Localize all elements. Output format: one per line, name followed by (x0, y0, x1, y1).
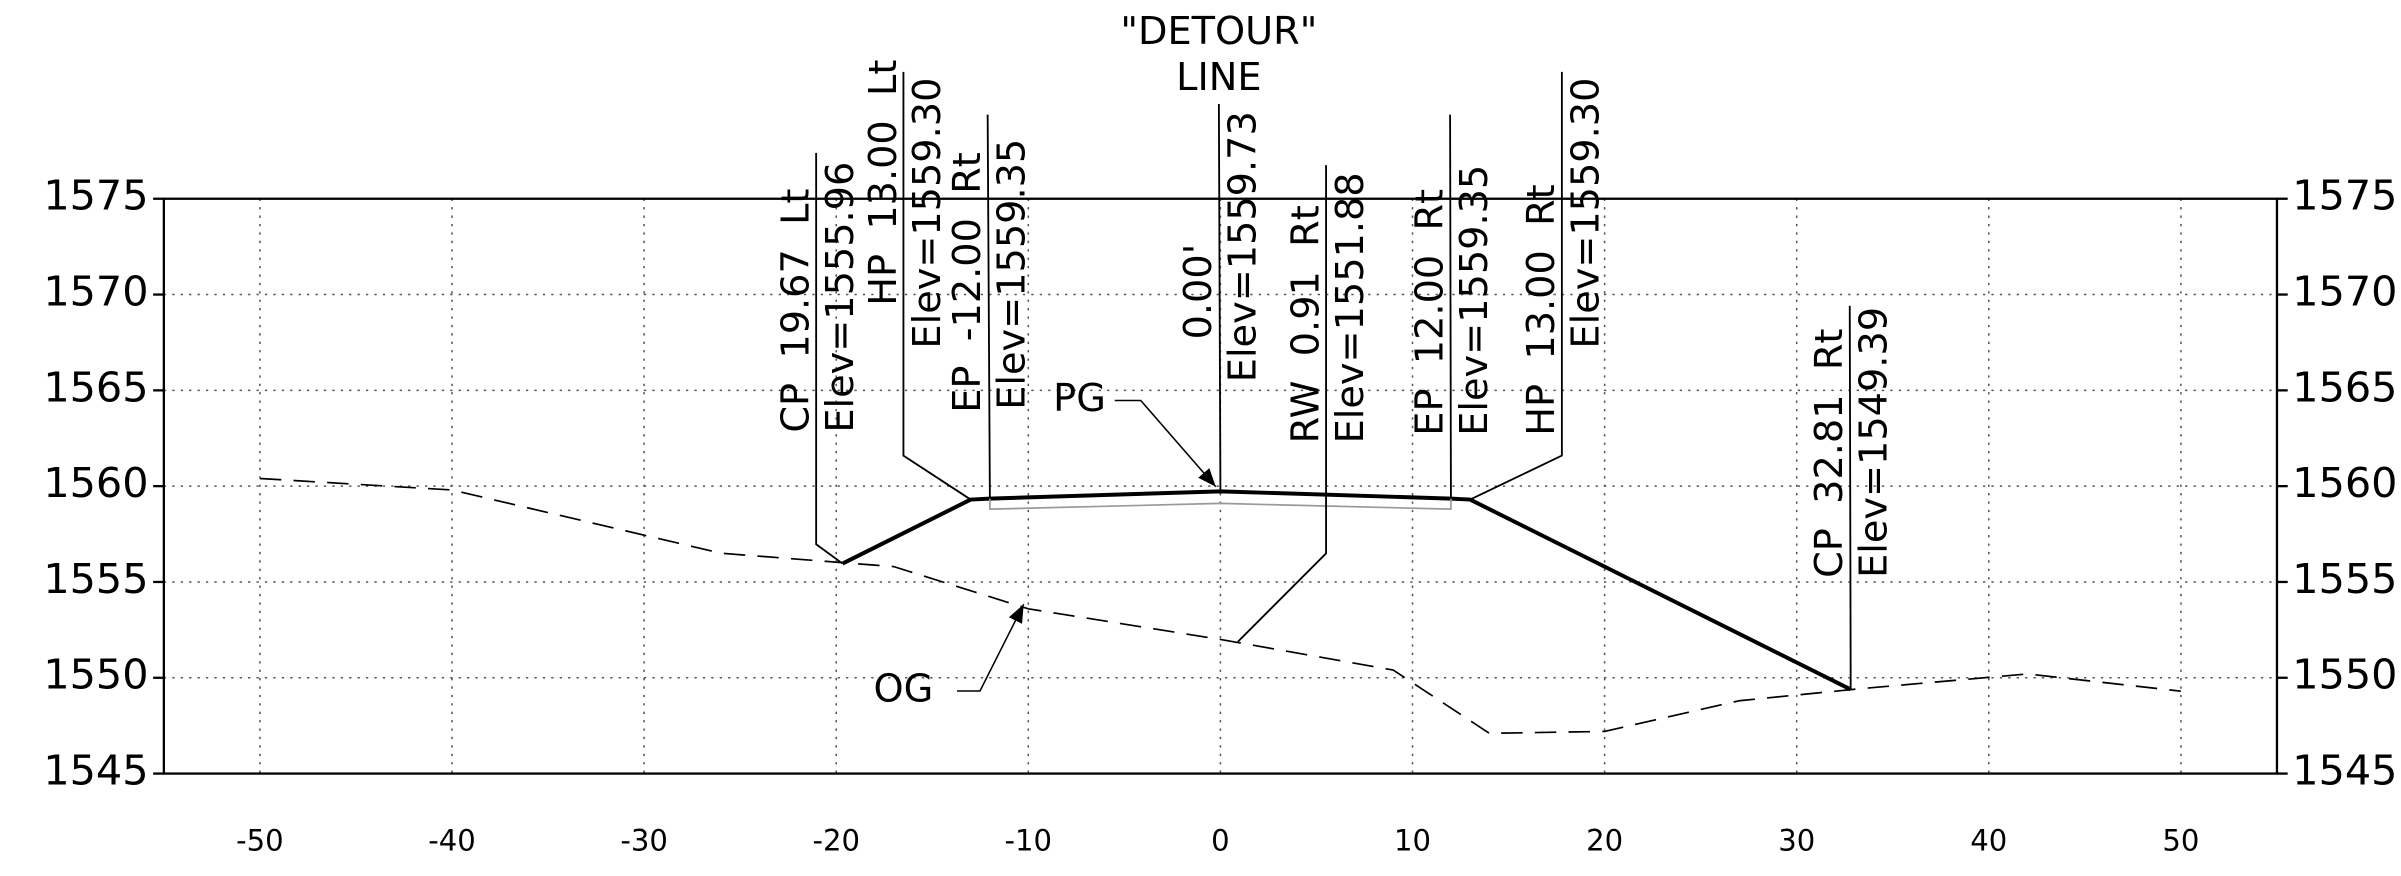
x-tick-label: -10 (1005, 823, 1053, 857)
callout-text: Elev=1559.35 (989, 139, 1034, 410)
y-tick-label: 1570 (43, 268, 148, 316)
callout-text: Elev=1549.39 (1851, 307, 1896, 578)
y-tick-label: 1575 (43, 172, 148, 220)
callout-text: Elev=1559.73 (1221, 111, 1266, 382)
title-line: LINE (1176, 55, 1261, 100)
profile-line (989, 498, 1452, 510)
x-tick-label: -40 (428, 823, 476, 857)
callout-text: Elev=1551.88 (1328, 172, 1373, 443)
x-tick-label: 10 (1394, 823, 1431, 857)
y-tick-label: 1550 (43, 651, 148, 699)
callout-leader (815, 152, 844, 565)
callout-text: CP 32.81 Rt (1807, 329, 1852, 578)
x-tick-label: 30 (1778, 823, 1815, 857)
leader-arrow (957, 603, 1025, 692)
series-label: PG (1053, 376, 1106, 421)
callout-text: Elev=1559.35 (1452, 165, 1497, 436)
callout-leader (902, 71, 972, 501)
y-tick-label: 1570 (2292, 268, 2397, 316)
callout-text: HP 13.00 Lt (861, 60, 906, 306)
callout-text: CP 19.67 Lt (773, 189, 818, 433)
profile-line (841, 489, 1852, 692)
x-tick-label: 40 (1970, 823, 2007, 857)
x-tick-label: -50 (236, 823, 284, 857)
callout-text: 0.00' (1176, 244, 1221, 340)
callout-leader (1217, 103, 1222, 492)
title-line: "DETOUR" (1120, 9, 1317, 54)
x-tick-label: -20 (812, 823, 860, 857)
callout-leader (1237, 165, 1327, 643)
profile-line (259, 477, 2182, 735)
y-tick-label: 1565 (43, 363, 148, 411)
callout-leader (1469, 71, 1563, 501)
x-tick-label: 50 (2162, 823, 2199, 857)
y-tick-label: 1555 (43, 555, 148, 603)
series-label: OG (874, 667, 934, 712)
y-tick-label: 1545 (43, 747, 148, 795)
x-tick-label: 0 (1211, 823, 1230, 857)
x-tick-label: 20 (1586, 823, 1623, 857)
callout-text: EP -12.00 Rt (945, 152, 990, 413)
callout-text: Elev=1555.96 (818, 162, 863, 433)
plot-frame (162, 197, 2279, 775)
callout-text: RW 0.91 Rt (1283, 205, 1328, 443)
callout-text: EP 12.00 Rt (1407, 189, 1452, 436)
callout-leader (1449, 114, 1452, 499)
y-tick-label: 1560 (43, 459, 148, 507)
y-tick-label: 1550 (2292, 651, 2397, 699)
y-tick-label: 1575 (2292, 172, 2397, 220)
callout-text: Elev=1559.30 (905, 78, 950, 349)
callout-leader (986, 114, 991, 499)
x-tick-label: -30 (620, 823, 668, 857)
y-tick-label: 1545 (2292, 747, 2397, 795)
y-tick-label: 1565 (2292, 363, 2397, 411)
callout-leader (1848, 305, 1852, 690)
y-tick-label: 1555 (2292, 555, 2397, 603)
callout-text: HP 13.00 Rt (1519, 184, 1564, 435)
leader-arrow (1114, 399, 1217, 488)
callout-text: Elev=1559.30 (1564, 78, 1609, 349)
y-tick-label: 1560 (2292, 459, 2397, 507)
